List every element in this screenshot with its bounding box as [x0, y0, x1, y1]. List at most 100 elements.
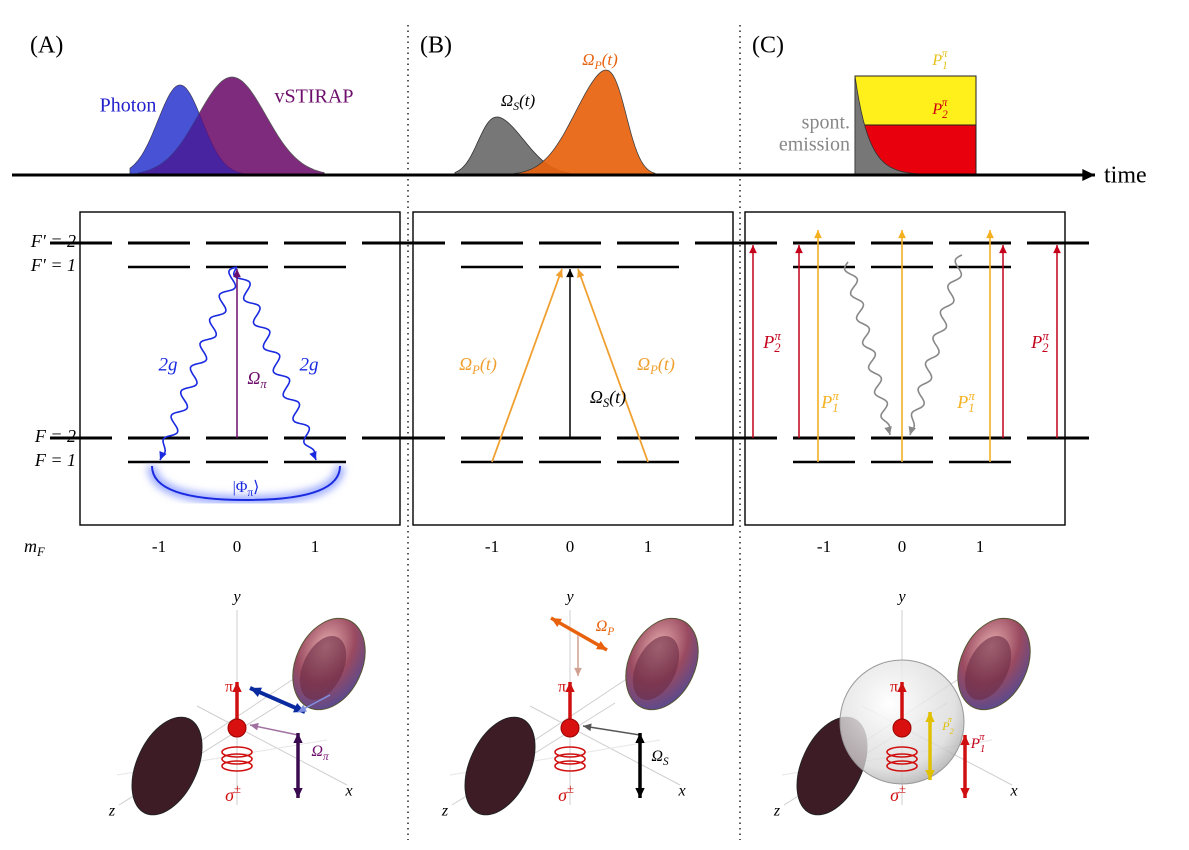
mf-label: mF	[24, 536, 45, 559]
axis	[529, 705, 681, 786]
label: P1π	[956, 389, 975, 415]
arrow-head	[574, 667, 582, 676]
sigma-spiral	[221, 753, 253, 765]
mf-tick: 0	[566, 537, 575, 556]
panel-label: (C)	[752, 33, 784, 59]
label: σ±	[890, 782, 906, 805]
label-part: 1	[980, 744, 985, 755]
label-part: P	[1030, 332, 1042, 352]
label-part: π	[948, 715, 953, 724]
pulse-label: Photon	[100, 95, 157, 117]
label-part: π	[260, 377, 267, 391]
arrow-head	[565, 682, 575, 692]
arrow-head	[960, 735, 970, 745]
label: P1π	[970, 732, 985, 755]
arrow-head	[960, 788, 970, 798]
label-part: σ	[225, 785, 235, 805]
label-part: S	[513, 99, 519, 113]
label-part: π	[774, 329, 781, 343]
pulse-label: ΩP(t)	[582, 50, 618, 72]
arrow-head	[309, 451, 317, 460]
arrow-head	[986, 230, 994, 239]
label-part: 1	[968, 401, 974, 415]
label-part: ⟩	[253, 479, 259, 496]
label-part: P	[956, 392, 968, 412]
label-part: P	[941, 719, 950, 733]
wavy-arrow	[232, 266, 317, 461]
level-label: F′ = 1	[30, 255, 76, 275]
pulse-label: vSTIRAP	[275, 86, 354, 108]
p1-region	[854, 75, 977, 126]
mf-tick: 1	[311, 537, 320, 556]
label: x	[1009, 783, 1017, 800]
arrow-head	[555, 269, 563, 278]
atom	[560, 718, 580, 738]
label-part: ±	[899, 782, 906, 796]
label: y	[564, 589, 574, 606]
mf-tick: -1	[817, 537, 831, 556]
label-part: P	[606, 626, 614, 638]
axis-label: time	[1104, 163, 1147, 189]
mirror-right-inner	[632, 636, 680, 700]
label-part: π	[979, 732, 985, 743]
pulse-label: spont.	[802, 112, 850, 134]
pulse-label: P1π	[931, 48, 947, 72]
arrow	[249, 724, 299, 736]
label-part: σ	[558, 785, 568, 805]
label: P2π	[762, 329, 781, 355]
arrow-head	[596, 640, 607, 650]
level-label: F = 2	[34, 426, 76, 446]
panel-label: (A)	[30, 33, 63, 59]
label-part: π	[968, 389, 975, 403]
label: P2π	[1030, 329, 1049, 355]
label-part: 2	[942, 109, 948, 121]
mf-tick: -1	[485, 537, 499, 556]
label-part: 2	[1042, 341, 1049, 355]
label-part: (t)	[609, 387, 626, 408]
label-part: (t)	[480, 354, 497, 375]
arrow-head	[1082, 169, 1095, 181]
arrow-head	[583, 723, 592, 732]
arrow	[550, 616, 608, 652]
arrow-head	[250, 722, 259, 731]
label-part: (t)	[602, 50, 618, 69]
mf-tick: -1	[152, 537, 166, 556]
level-label: F = 1	[34, 450, 76, 470]
sigma-spiral	[886, 760, 918, 772]
label-part: P	[970, 736, 980, 752]
sigma-spiral	[221, 746, 253, 758]
arrow-head	[250, 687, 262, 698]
label-part: m	[24, 536, 37, 556]
pulse-label: P2π	[931, 97, 948, 121]
dark-state	[151, 465, 341, 502]
arrow-head	[908, 426, 916, 435]
label: 2g	[159, 354, 178, 375]
wavy-arrow	[159, 266, 238, 461]
label-part: Ω	[311, 743, 323, 760]
arrow-head	[884, 426, 892, 435]
label-part: Ω	[501, 91, 513, 110]
label-part: P	[593, 58, 601, 72]
label: ΩS	[651, 748, 669, 768]
level-box	[412, 211, 734, 526]
label-part: π	[1042, 329, 1049, 343]
axis	[196, 705, 348, 786]
mf-tick: 1	[976, 537, 985, 556]
arrow-head	[566, 269, 574, 278]
arrow-head	[293, 733, 303, 743]
arrow-head	[925, 712, 935, 722]
label: Ωπ	[247, 368, 267, 391]
label: Ωπ	[311, 743, 329, 763]
arrow-head	[1053, 245, 1061, 254]
arrow	[491, 268, 563, 463]
pulse-label: ΩS(t)	[501, 91, 536, 113]
label-part: 2	[950, 727, 954, 736]
label: π	[225, 679, 233, 696]
level-box	[744, 211, 1066, 526]
panel-label: (B)	[420, 33, 452, 59]
label-part: P	[931, 52, 942, 69]
label-part: Ω	[596, 618, 608, 635]
label: P2 π	[941, 715, 954, 736]
label-part: |Φ	[233, 479, 248, 496]
